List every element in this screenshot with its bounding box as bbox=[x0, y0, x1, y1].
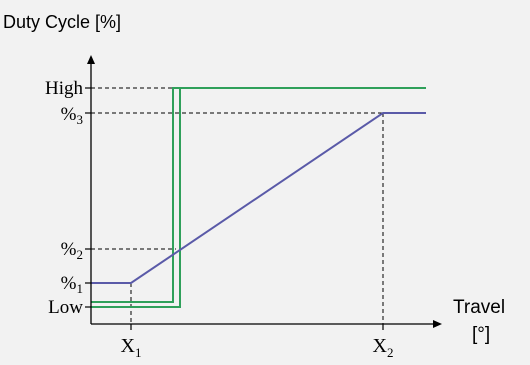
y-label-p2: %2 bbox=[61, 239, 83, 262]
guide-lines bbox=[91, 87, 384, 324]
x-axis-title-line2: [°] bbox=[472, 324, 490, 345]
green-line-inner bbox=[91, 87, 426, 303]
ticks bbox=[85, 87, 384, 330]
y-label-high: High bbox=[45, 78, 84, 99]
x-label-x2-base: X bbox=[373, 335, 388, 357]
y-label-p1-sub: 1 bbox=[77, 281, 84, 296]
y-label-p1: %1 bbox=[61, 273, 83, 296]
x-label-x1: X1 bbox=[121, 335, 142, 360]
x-label-x2: X2 bbox=[373, 335, 394, 360]
y-label-low: Low bbox=[48, 297, 83, 318]
y-label-p2-base: % bbox=[61, 239, 77, 260]
y-label-p2-sub: 2 bbox=[77, 247, 84, 262]
y-label-p1-base: % bbox=[61, 273, 77, 294]
x-axis-arrow bbox=[433, 320, 442, 328]
y-label-p3-sub: 3 bbox=[77, 112, 84, 127]
y-axis-arrow bbox=[87, 55, 95, 64]
y-label-p3-base: % bbox=[61, 104, 77, 125]
green-switch-lines bbox=[91, 87, 426, 308]
y-axis-title: Duty Cycle [%] bbox=[3, 12, 121, 32]
x-label-x1-base: X bbox=[121, 335, 136, 357]
x-label-x2-sub: 2 bbox=[387, 345, 394, 360]
x-axis-title-line1: Travel bbox=[453, 297, 505, 318]
green-line-outer bbox=[91, 88, 181, 308]
axes bbox=[90, 62, 436, 325]
y-label-p3: %3 bbox=[61, 104, 83, 127]
blue-proportional-line bbox=[91, 112, 426, 284]
x-label-x1-sub: 1 bbox=[135, 345, 142, 360]
